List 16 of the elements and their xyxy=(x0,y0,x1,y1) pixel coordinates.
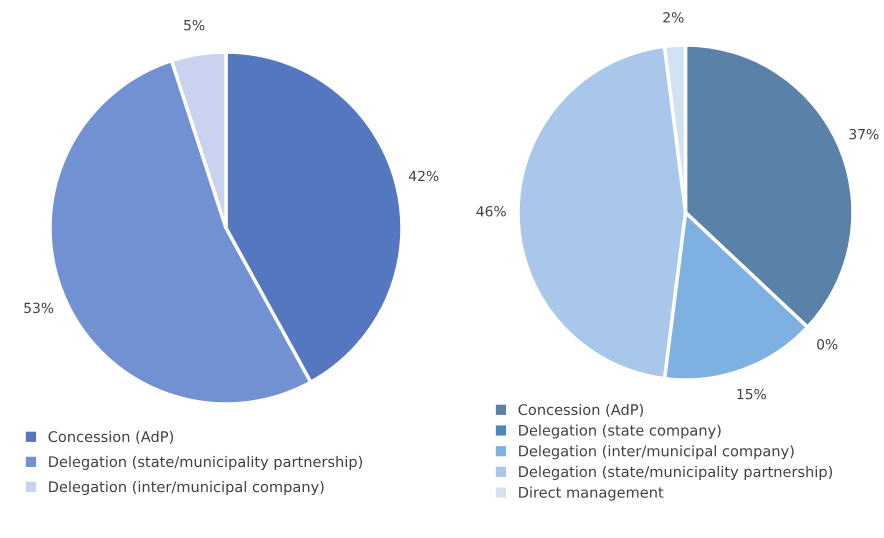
legend-label: Delegation (state company) xyxy=(519,424,721,439)
legend-label: Direct management xyxy=(519,486,664,501)
text: 0% xyxy=(817,339,838,350)
data-label: 37% xyxy=(849,128,878,140)
legend-label: Delegation (inter/municipal company) xyxy=(49,480,324,496)
data-label: 5% xyxy=(184,20,204,30)
data-label: 46% xyxy=(476,206,506,217)
legend-label: Concession (AdP) xyxy=(518,404,643,417)
data-label: 2% xyxy=(663,12,684,23)
legend-label: Delegation (state/municipality partnership) xyxy=(49,456,362,470)
data-label: 42% xyxy=(408,170,438,182)
legend-label: Concession (AdP) xyxy=(48,430,173,444)
data-label: 15% xyxy=(737,388,766,400)
data-label: 53% xyxy=(24,302,54,314)
legend-label: Delegation (state/municipality partnership) xyxy=(519,466,832,480)
legend-label: Delegation (inter/municipal company) xyxy=(519,445,794,460)
